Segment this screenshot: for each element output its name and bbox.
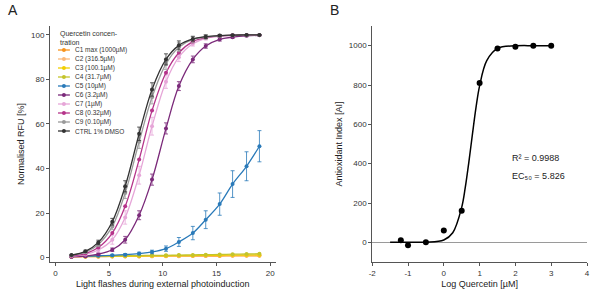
svg-text:20: 20 [266, 269, 275, 278]
svg-text:C3 (100.1µM): C3 (100.1µM) [75, 64, 115, 72]
svg-text:C7 (1µM): C7 (1µM) [75, 100, 102, 108]
svg-text:C1 max (1000µM): C1 max (1000µM) [75, 46, 127, 54]
svg-text:60: 60 [35, 120, 44, 129]
svg-text:15: 15 [212, 269, 221, 278]
svg-text:Log Quercetin [µM]: Log Quercetin [µM] [441, 279, 518, 289]
svg-text:3: 3 [549, 269, 554, 278]
svg-text:40: 40 [35, 164, 44, 173]
svg-text:A: A [8, 2, 18, 18]
svg-text:EC₅₀ = 5.826: EC₅₀ = 5.826 [512, 171, 565, 181]
svg-text:800: 800 [353, 81, 367, 90]
svg-text:2: 2 [513, 269, 518, 278]
svg-text:200: 200 [353, 199, 367, 208]
svg-text:C6 (3.2µM): C6 (3.2µM) [75, 91, 108, 99]
svg-text:1000: 1000 [349, 41, 367, 50]
svg-text:R² = 0.9988: R² = 0.9988 [512, 153, 559, 163]
svg-text:1: 1 [477, 269, 482, 278]
svg-text:-1: -1 [404, 269, 412, 278]
svg-text:C8 (0.32µM): C8 (0.32µM) [75, 109, 111, 117]
svg-text:C5 (10µM): C5 (10µM) [75, 82, 106, 90]
svg-text:C4 (31.7µM): C4 (31.7µM) [75, 73, 111, 81]
svg-text:5: 5 [107, 269, 112, 278]
svg-text:0: 0 [362, 238, 367, 247]
svg-text:0: 0 [53, 269, 58, 278]
svg-text:600: 600 [353, 120, 367, 129]
svg-text:100: 100 [31, 31, 45, 40]
svg-text:B: B [330, 2, 339, 18]
svg-text:20: 20 [35, 209, 44, 218]
svg-text:0: 0 [40, 253, 45, 262]
svg-text:-2: -2 [369, 269, 377, 278]
svg-text:Light flashes during external: Light flashes during external photoinduc… [76, 279, 250, 289]
svg-text:400: 400 [353, 159, 367, 168]
svg-text:CTRL 1% DMSO: CTRL 1% DMSO [75, 128, 124, 135]
svg-text:4: 4 [585, 269, 590, 278]
svg-text:10: 10 [158, 269, 167, 278]
svg-text:80: 80 [35, 75, 44, 84]
svg-text:Antioxidant Index [AI]: Antioxidant Index [AI] [334, 101, 344, 186]
svg-text:C2 (316.5µM): C2 (316.5µM) [75, 55, 115, 63]
svg-text:0: 0 [442, 269, 447, 278]
svg-text:Normalised RFU [%]: Normalised RFU [%] [16, 103, 26, 185]
svg-text:C9 (0.10µM): C9 (0.10µM) [75, 118, 111, 126]
svg-text:Quercetin concen-tration: Quercetin concen-tration [60, 30, 118, 46]
